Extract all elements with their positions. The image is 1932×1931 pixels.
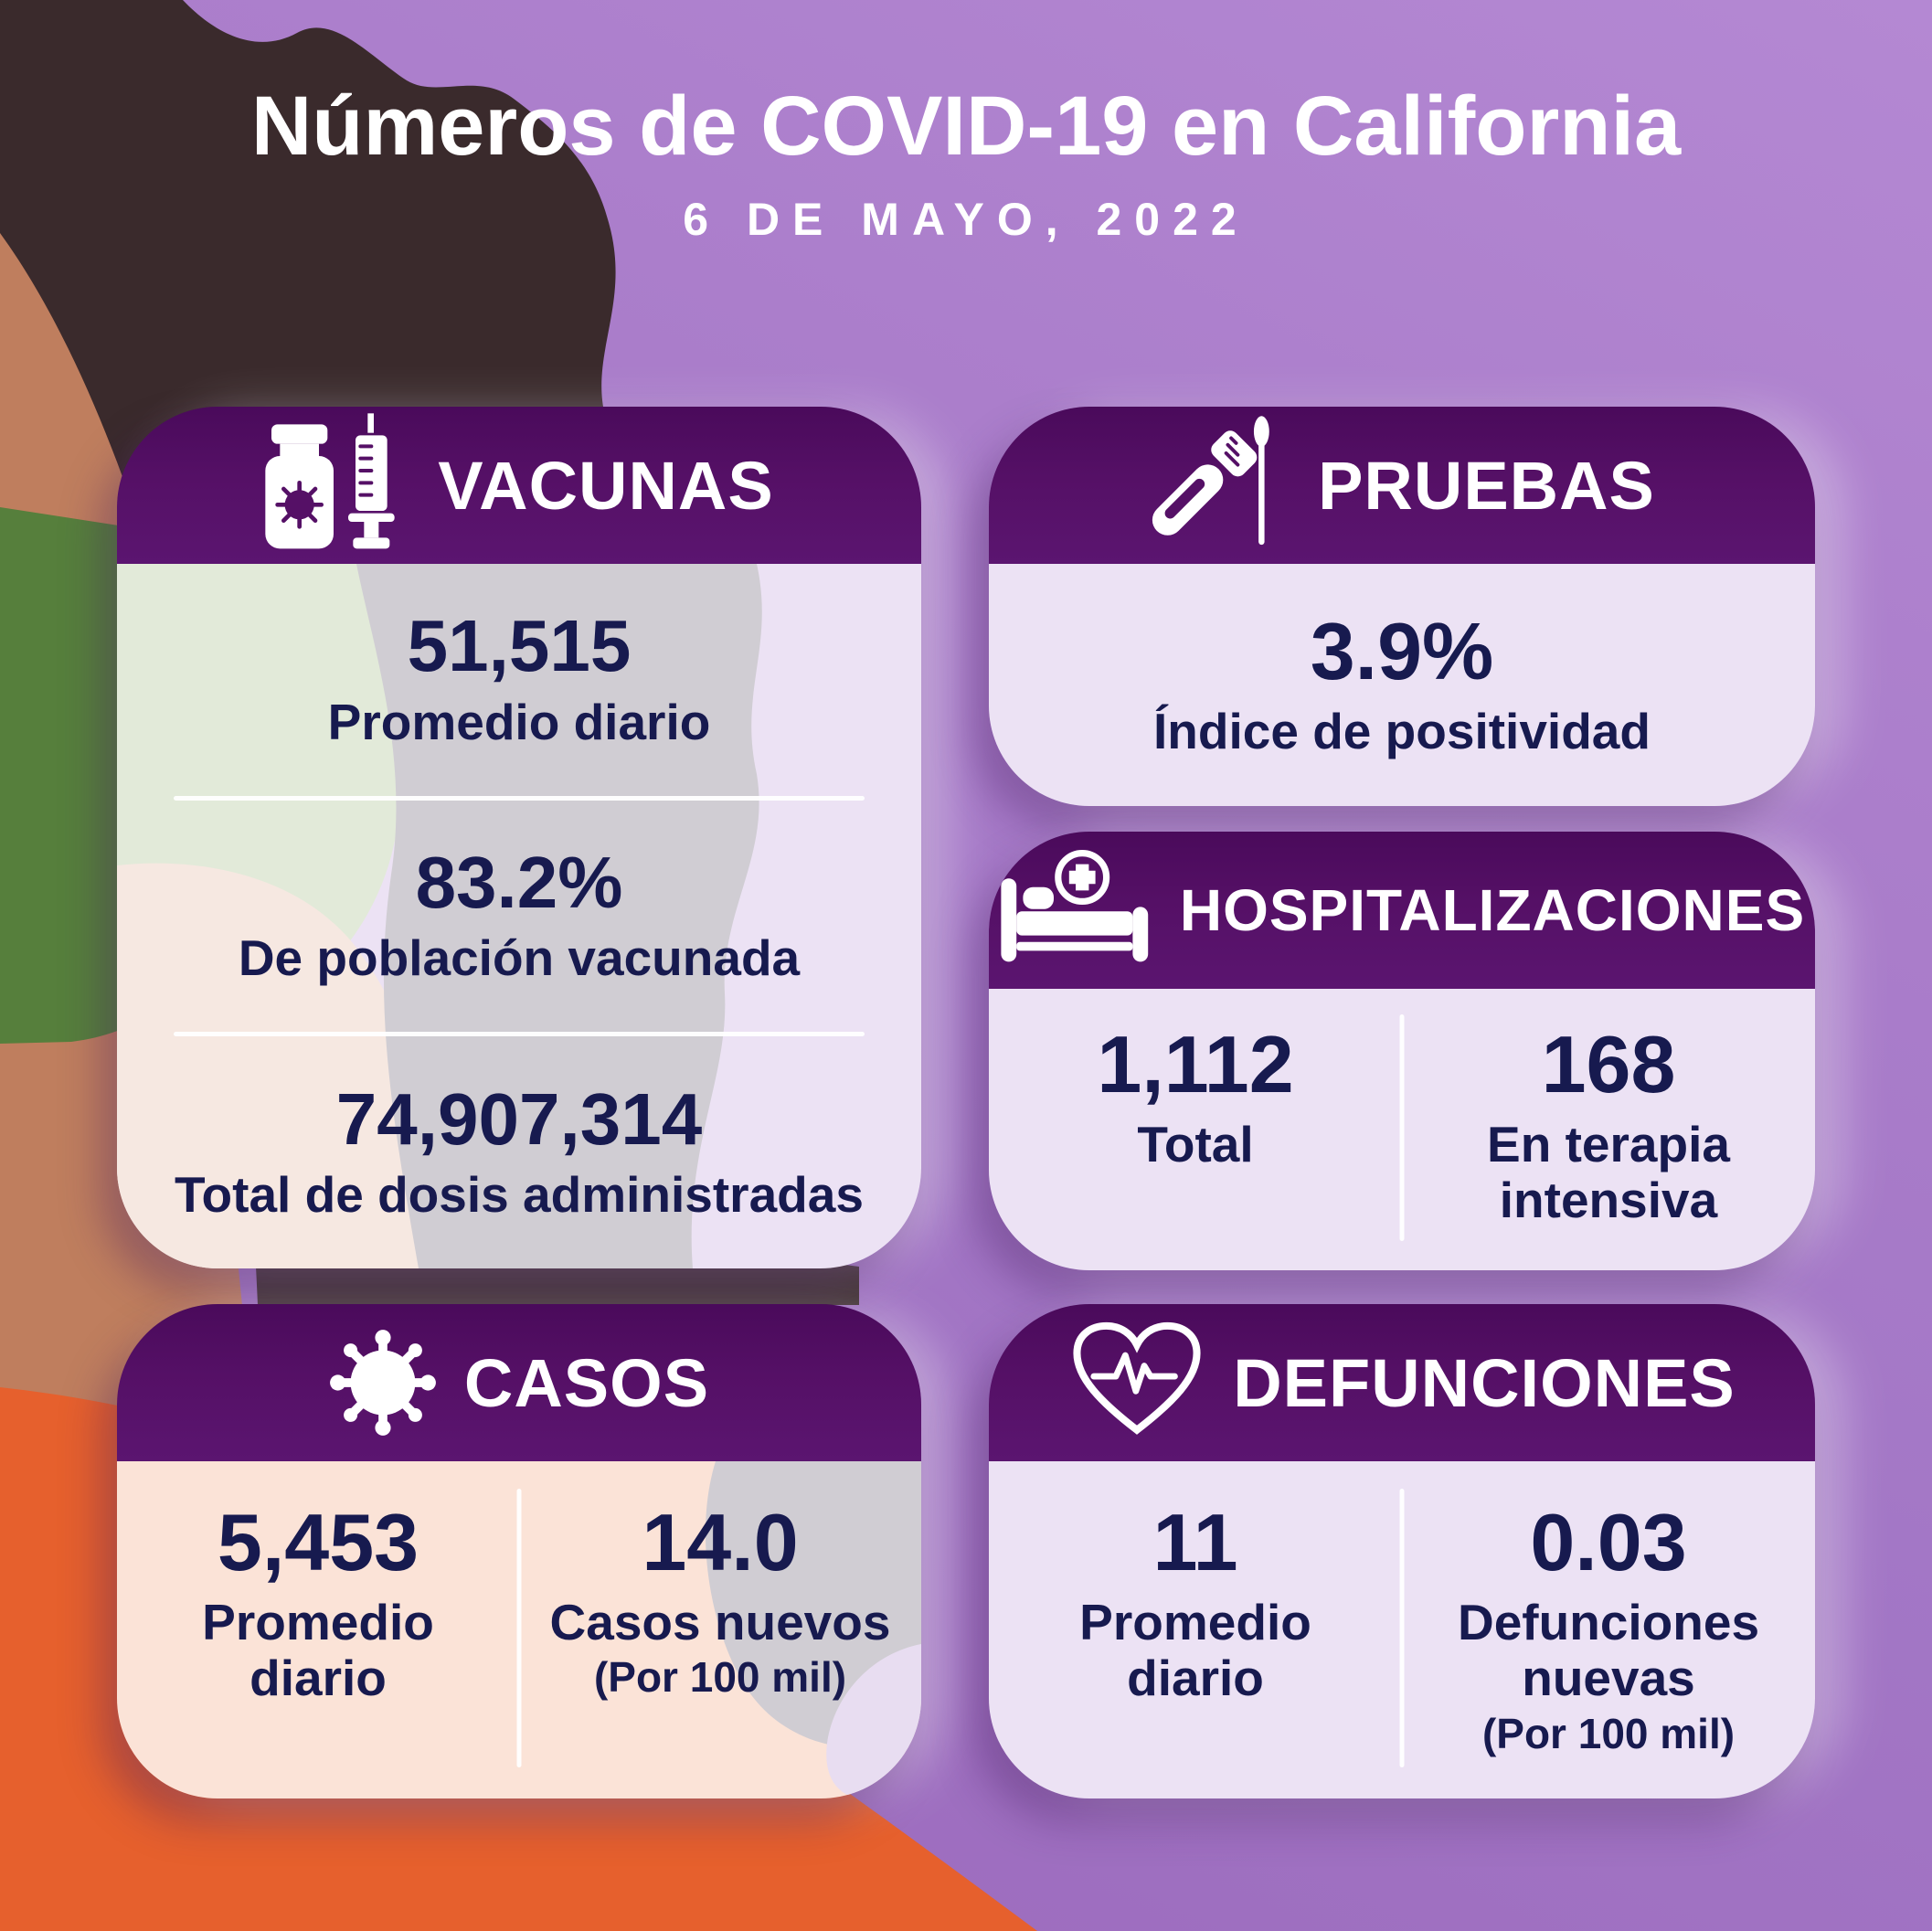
hospitalizaciones-card-body: 1,112 Total 168 En terapia intensiva: [989, 989, 1815, 1270]
vacunas-card: VACUNAS 51,515 Promedio diario 83.2% De …: [117, 407, 921, 1268]
casos-stat-promedio: 5,453 Promedio diario: [117, 1461, 519, 1798]
vacunas-body-decoration: [117, 564, 762, 1268]
stat-label: Total: [1137, 1115, 1254, 1172]
casos-body-decoration: [705, 1461, 921, 1798]
stat-label: Casos nuevos: [549, 1593, 891, 1650]
divider: [1399, 1014, 1405, 1241]
casos-card: CASOS 5,453 Promedio diario 14.0 Casos n…: [117, 1304, 921, 1798]
virus-icon: [329, 1329, 437, 1437]
stat-label: Total de dosis administradas: [175, 1166, 864, 1224]
casos-card-body: 5,453 Promedio diario 14.0 Casos nuevos …: [117, 1461, 921, 1798]
vacunas-card-body: 51,515 Promedio diario 83.2% De població…: [117, 564, 921, 1268]
hospitalizaciones-stat-icu: 168 En terapia intensiva: [1402, 989, 1815, 1270]
stat-label: En terapia intensiva: [1487, 1115, 1730, 1229]
divider: [1399, 1489, 1405, 1767]
casos-stat-nuevos: 14.0 Casos nuevos (Por 100 mil): [519, 1461, 921, 1798]
divider: [173, 795, 865, 801]
pruebas-stat-positividad: 3.9% Índice de positividad: [1153, 610, 1651, 759]
divider: [516, 1489, 522, 1767]
page-title: Números de COVID-19 en California: [250, 80, 1682, 173]
stat-value: 14.0: [642, 1497, 799, 1587]
stat-label: De población vacunada: [238, 929, 801, 987]
divider: [173, 1032, 865, 1037]
stat-value: 1,112: [1097, 1019, 1294, 1109]
vaccine-vial-syringe-icon: [264, 412, 410, 558]
vacunas-stat-poblacion: 83.2% De población vacunada: [239, 845, 800, 987]
casos-card-header: CASOS: [117, 1304, 921, 1461]
stat-value: 3.9%: [1310, 605, 1494, 696]
stat-value: 0.03: [1530, 1497, 1687, 1587]
hospitalizaciones-card-header: HOSPITALIZACIONES: [989, 832, 1815, 989]
pruebas-card-title: PRUEBAS: [1318, 447, 1655, 524]
stat-label: Promedio diario: [327, 693, 711, 750]
vacunas-stat-dosis: 74,907,314 Total de dosis administradas: [175, 1077, 864, 1224]
defunciones-card-title: DEFUNCIONES: [1233, 1344, 1736, 1421]
hospitalizaciones-stat-total: 1,112 Total: [989, 989, 1402, 1270]
stat-value: 83.2%: [415, 841, 623, 923]
vacunas-stat-promedio: 51,515 Promedio diario: [328, 609, 711, 750]
title-block: Números de COVID-19 en California 6 DE M…: [0, 80, 1932, 246]
stat-value: 74,907,314: [335, 1077, 703, 1160]
stat-sublabel: (Por 100 mil): [593, 1653, 847, 1702]
stat-value: 11: [1152, 1497, 1238, 1587]
page-date: 6 DE MAYO, 2022: [683, 194, 1249, 246]
vacunas-card-header: VACUNAS: [117, 407, 921, 564]
stat-value: 5,453: [217, 1497, 419, 1587]
test-tube-swab-icon: [1149, 415, 1290, 557]
pruebas-card-header: PRUEBAS: [989, 407, 1815, 564]
hospital-bed-icon: [999, 850, 1152, 971]
stat-label: Promedio diario: [1079, 1593, 1311, 1707]
pruebas-card-body: 3.9% Índice de positividad: [989, 564, 1815, 806]
stat-value: 51,515: [407, 605, 632, 687]
defunciones-card: DEFUNCIONES 11 Promedio diario 0.03 Defu…: [989, 1304, 1815, 1798]
stat-value: 168: [1541, 1019, 1676, 1109]
hospitalizaciones-card: HOSPITALIZACIONES 1,112 Total 168 En ter…: [989, 832, 1815, 1270]
hospitalizaciones-card-title: HOSPITALIZACIONES: [1179, 877, 1806, 943]
stat-sublabel: (Por 100 mil): [1481, 1709, 1736, 1757]
defunciones-card-header: DEFUNCIONES: [989, 1304, 1815, 1461]
defunciones-card-body: 11 Promedio diario 0.03 Defunciones nuev…: [989, 1461, 1815, 1798]
heart-pulse-icon: [1068, 1320, 1205, 1446]
stat-label: Promedio diario: [202, 1593, 434, 1707]
defunciones-stat-promedio: 11 Promedio diario: [989, 1461, 1402, 1798]
stat-label: Índice de positividad: [1153, 702, 1651, 759]
casos-card-title: CASOS: [463, 1344, 710, 1421]
stat-label: Defunciones nuevas: [1458, 1593, 1760, 1707]
vacunas-card-title: VACUNAS: [438, 447, 774, 524]
pruebas-card: PRUEBAS 3.9% Índice de positividad: [989, 407, 1815, 806]
defunciones-stat-nuevas: 0.03 Defunciones nuevas (Por 100 mil): [1402, 1461, 1815, 1798]
